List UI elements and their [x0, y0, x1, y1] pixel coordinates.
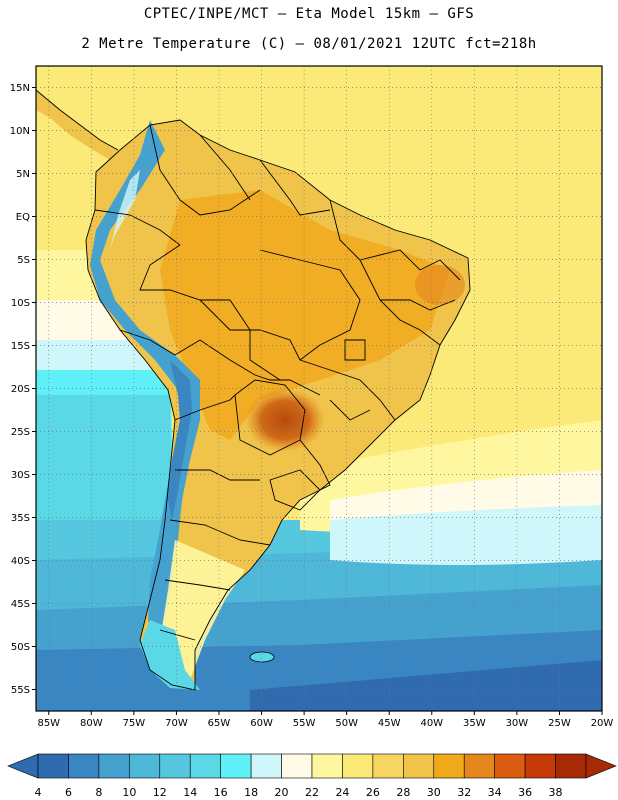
lon-tick-label: 35W	[463, 718, 486, 729]
colorbar-swatch	[372, 753, 404, 779]
paraguay-hotspot	[245, 388, 325, 452]
lon-tick-label: 85W	[37, 718, 60, 729]
colorbar-label: 16	[214, 786, 228, 799]
lat-tick-label: 15S	[11, 341, 30, 352]
colorbar-right-arrow	[585, 753, 617, 779]
colorbar-swatch	[37, 753, 69, 779]
colorbar-swatch	[189, 753, 221, 779]
colorbar-label: 10	[122, 786, 136, 799]
lon-tick-label: 80W	[80, 718, 103, 729]
lat-tick-label: 35S	[11, 513, 30, 524]
colorbar	[7, 753, 617, 779]
colorbar-label: 8	[95, 786, 102, 799]
colorbar-swatch	[159, 753, 191, 779]
colorbar-label: 38	[549, 786, 563, 799]
lat-tick-label: 30S	[11, 470, 30, 481]
colorbar-swatch	[494, 753, 526, 779]
colorbar-swatch	[403, 753, 435, 779]
lon-tick-label: 25W	[548, 718, 571, 729]
colorbar-swatch	[463, 753, 495, 779]
colorbar-swatch	[220, 753, 252, 779]
lon-tick-label: 75W	[123, 718, 146, 729]
andes-core	[168, 360, 192, 520]
lat-tick-label: 5S	[17, 255, 30, 266]
colorbar-label: 18	[244, 786, 258, 799]
atlantic-band-18	[330, 505, 602, 565]
lat-tick-label: 55S	[11, 685, 30, 696]
patagonia-cool	[160, 540, 245, 680]
interior-heat-28	[160, 190, 450, 440]
colorbar-left-arrow	[7, 753, 39, 779]
colorbar-label: 24	[335, 786, 349, 799]
colorbar-label: 4	[35, 786, 42, 799]
colorbar-label: 30	[427, 786, 441, 799]
country-borders	[36, 89, 471, 691]
map-title-line-1: CPTEC/INPE/MCT – Eta Model 15km – GFS	[143, 6, 475, 22]
colorbar-swatch	[524, 753, 556, 779]
map-field	[36, 66, 602, 711]
colorbar-swatch	[129, 753, 161, 779]
colorbar-label: 26	[366, 786, 380, 799]
lat-tick-label: 45S	[11, 599, 30, 610]
lat-tick-label: 15N	[10, 83, 30, 94]
colorbar-label: 36	[518, 786, 532, 799]
colorbar-swatch	[250, 753, 282, 779]
lon-tick-label: 70W	[165, 718, 188, 729]
lat-tick-label: 40S	[11, 556, 30, 567]
lat-tick-label: EQ	[16, 212, 30, 223]
colorbar-swatch	[68, 753, 100, 779]
lat-tick-label: 25S	[11, 427, 30, 438]
falkland-islands	[249, 651, 275, 663]
lat-tick-label: 20S	[11, 384, 30, 395]
lon-tick-label: 60W	[250, 718, 273, 729]
colorbar-label: 6	[65, 786, 72, 799]
patagonia-cold	[140, 620, 200, 690]
colorbar-label: 12	[153, 786, 167, 799]
lat-tick-label: 10N	[10, 126, 30, 137]
lat-tick-label: 10S	[11, 298, 30, 309]
andes-snow-highlights	[110, 170, 140, 250]
lon-tick-label: 20W	[591, 718, 614, 729]
colorbar-label: 14	[183, 786, 197, 799]
lon-tick-label: 55W	[293, 718, 316, 729]
northeast-hotspot	[415, 265, 465, 305]
colorbar-label: 34	[488, 786, 502, 799]
colorbar-swatch	[433, 753, 465, 779]
lat-tick-label: 50S	[11, 642, 30, 653]
pacific-band-14	[36, 395, 172, 520]
colorbar-swatch	[311, 753, 343, 779]
longitude-labels: 85W 80W 75W 70W 65W 60W 55W 50W 45W 40W 35W 30W 25W 2…	[37, 711, 613, 729]
latitude-labels: 15N 10N 5N EQ 5S 10S 15S 20S 25S 30S 35S 40S 45S 50S 5…	[10, 83, 36, 696]
colorbar-labels: 4 6 8 10 12 14 16 18 20 22 24 26 28 30 32 34 36 38	[35, 786, 563, 799]
colorbar-swatch	[98, 753, 130, 779]
lat-tick-label: 5N	[16, 169, 30, 180]
colorbar-swatch	[555, 753, 587, 779]
south-band-4	[250, 660, 602, 711]
colorbar-label: 28	[396, 786, 410, 799]
colorbar-label: 32	[457, 786, 471, 799]
lon-tick-label: 40W	[420, 718, 443, 729]
colorbar-swatch	[281, 753, 313, 779]
lon-tick-label: 30W	[506, 718, 529, 729]
colorbar-label: 20	[275, 786, 289, 799]
lon-tick-label: 50W	[335, 718, 358, 729]
lon-tick-label: 65W	[208, 718, 231, 729]
colorbar-label: 22	[305, 786, 319, 799]
colorbar-swatch	[342, 753, 374, 779]
lon-tick-label: 45W	[378, 718, 401, 729]
map-title-line-2: 2 Metre Temperature (C) – 08/01/2021 12U…	[81, 36, 537, 52]
